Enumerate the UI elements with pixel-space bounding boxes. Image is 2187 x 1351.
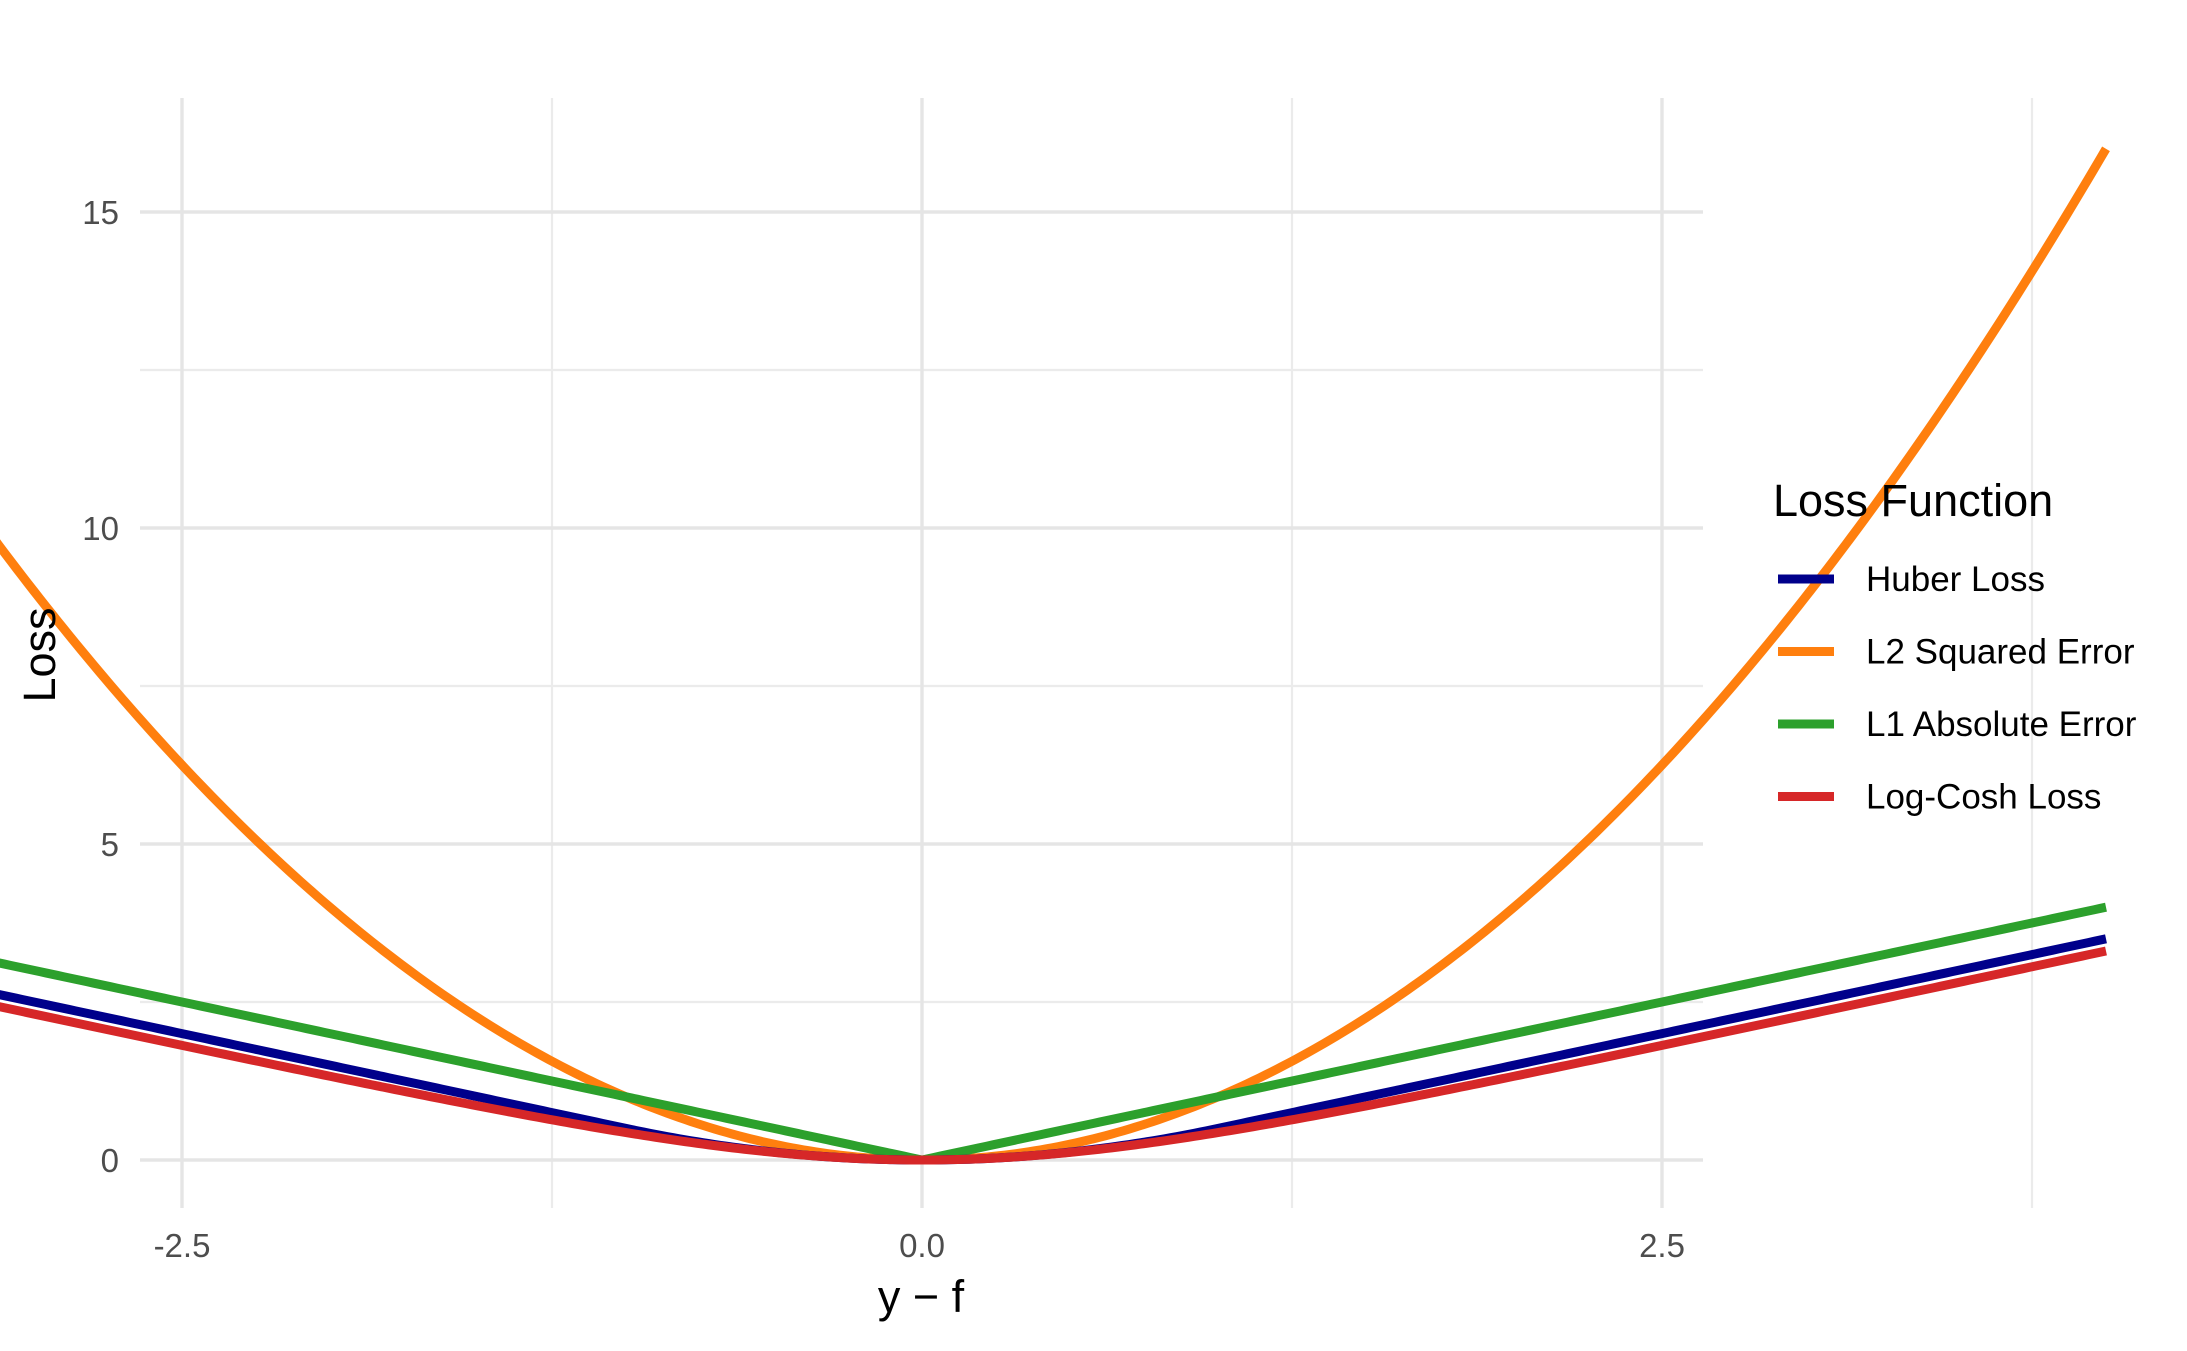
y-tick-label: 5 xyxy=(101,826,119,863)
y-tick-label: 10 xyxy=(82,510,119,547)
x-axis-tick-labels: -5.0-2.50.02.55.0 xyxy=(154,1227,1685,1264)
series-lines xyxy=(0,146,2110,1165)
legend-label-l2-squared-error: L2 Squared Error xyxy=(1866,633,2135,672)
y-axis-title: Loss xyxy=(14,607,65,702)
y-axis-tick-labels: 0 5 10 15 xyxy=(82,194,119,1179)
legend-label-log-cosh-loss: Log-Cosh Loss xyxy=(1866,778,2101,817)
x-tick-label: -2.5 xyxy=(154,1227,211,1264)
series-line-log-cosh-loss xyxy=(0,946,2107,1165)
y-tick-label: 0 xyxy=(101,1142,119,1179)
y-tick-label: 15 xyxy=(82,194,119,231)
x-axis-title: y − f xyxy=(878,1271,965,1322)
x-tick-label: 2.5 xyxy=(1639,1227,1685,1264)
legend-label-l1-absolute-error: L1 Absolute Error xyxy=(1866,705,2137,744)
legend-label-huber-loss: Huber Loss xyxy=(1866,560,2045,599)
legend: Loss Function Huber Loss L2 Squared Error… xyxy=(1773,475,2137,817)
legend-title: Loss Function xyxy=(1773,475,2053,526)
x-tick-label: 0.0 xyxy=(899,1227,945,1264)
legend-items: Huber Loss L2 Squared Error L1 Absolute Er… xyxy=(1778,560,2137,817)
